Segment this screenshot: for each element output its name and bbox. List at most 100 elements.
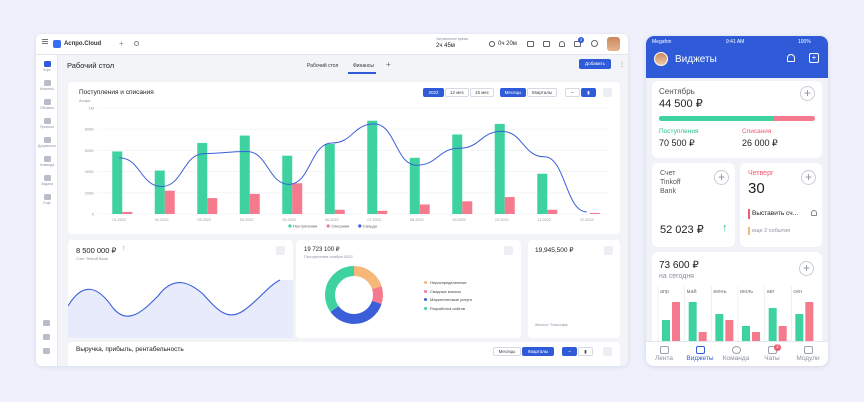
bottom-settings-button[interactable]: [603, 347, 612, 356]
expense-label: Списания: [742, 128, 772, 135]
sidebar-icon: [43, 99, 51, 105]
y-tick-label: 600K: [85, 148, 95, 153]
tab-feed[interactable]: Лента: [646, 346, 682, 362]
status-time: 9:41 AM: [726, 39, 745, 45]
tab-widgets-label: Виджеты: [686, 355, 714, 362]
user-avatar[interactable]: [654, 52, 668, 66]
account-value: 52 023 ₽: [660, 224, 704, 236]
user-avatar[interactable]: [607, 37, 620, 51]
bottom-period-months[interactable]: Месяцы: [493, 347, 521, 356]
mini-expense-bar: [725, 320, 734, 344]
today-value: 73 600 ₽: [659, 260, 699, 271]
income-label: Поступления: [659, 128, 699, 135]
line-view-button[interactable]: ~: [565, 88, 580, 97]
month-widget: Сентябрь 44 500 ₽ + Поступления 70 500 ₽…: [652, 81, 822, 158]
range-15m[interactable]: 15 мес: [470, 88, 494, 97]
y-tick-label: 0: [92, 212, 95, 217]
sidebar-item[interactable]: Документы: [36, 137, 58, 148]
sidebar-item[interactable]: Ещё: [36, 194, 58, 205]
help-icon[interactable]: [591, 40, 598, 47]
bottom-period-quarters[interactable]: Кварталы: [522, 347, 554, 356]
tab-widgets[interactable]: Виджеты: [682, 346, 718, 362]
event-title[interactable]: Выставить сч...: [752, 210, 799, 217]
x-tick-label: 12.2022: [580, 218, 594, 222]
y-tick-label: 400K: [85, 169, 95, 174]
modules-icon: [803, 346, 813, 354]
expense-bar: [292, 183, 303, 214]
sidebar-item[interactable]: Команда: [36, 156, 58, 167]
bell-icon[interactable]: [559, 41, 565, 47]
expense-bar: [249, 193, 260, 214]
add-tab-button[interactable]: +: [386, 60, 391, 69]
timer-value[interactable]: 2ч 45м: [436, 43, 455, 49]
clock-value[interactable]: 0ч 20м: [498, 41, 517, 47]
donut-legend-item: Разработка сайтов: [424, 306, 472, 311]
mini-income-bar: [795, 314, 804, 344]
sidebar: Агро Клиенты Облачко Проекты Документы Команд…: [36, 55, 58, 366]
carrier: Megafon: [652, 39, 672, 45]
mini-income-bar: [688, 302, 697, 344]
tab-chats-label: Чаты: [764, 355, 780, 362]
sidebar-item[interactable]: Проекты: [36, 118, 58, 129]
add-button[interactable]: Добавить: [579, 59, 611, 69]
today-add-button[interactable]: +: [799, 261, 814, 276]
widget-menu-button[interactable]: [604, 246, 613, 255]
bar-chart: 1M 800K 600K 400K 200K 0 01.2022 02.2022 03.2022…: [85, 106, 608, 229]
range-2022[interactable]: 2022: [423, 88, 444, 97]
more-icon[interactable]: ⋮: [619, 62, 625, 68]
search-icon[interactable]: [134, 41, 139, 46]
legend-marker: [358, 224, 362, 228]
more-events[interactable]: еще 2 события: [752, 228, 791, 234]
calendar-add-button[interactable]: +: [801, 170, 816, 185]
expense-bar: [547, 209, 558, 214]
legend-label: Поступления: [293, 224, 317, 229]
donut-legend-item: Нераспределенные: [424, 280, 472, 285]
menu-icon[interactable]: [42, 41, 48, 42]
legend-marker: [288, 224, 292, 228]
bar-view-button[interactable]: ▮: [581, 88, 596, 97]
active-tab-indicator: [348, 72, 376, 74]
ratio-bar: [659, 116, 815, 121]
tab-modules[interactable]: Модули: [790, 346, 826, 362]
bell-icon[interactable]: [787, 54, 795, 62]
add-widget-icon[interactable]: +: [809, 53, 819, 63]
x-tick-label: 06.2022: [325, 218, 339, 222]
desktop-window: Аспро.Cloud + Затраченное время 2ч 45м 0…: [36, 34, 628, 366]
donut-legend-item: Маркетинговые услуги: [424, 297, 472, 302]
period-quarters[interactable]: Кварталы: [527, 88, 557, 97]
chat-icon[interactable]: [543, 41, 550, 47]
sidebar-item[interactable]: Клиенты: [36, 80, 58, 91]
income-bar: [537, 173, 548, 214]
month-label: авг: [767, 289, 775, 295]
sidebar-item[interactable]: Задачи: [36, 175, 58, 186]
app-name: Аспро.Cloud: [64, 41, 102, 47]
sidebar-bottom-icon[interactable]: [43, 320, 50, 326]
tab-modules-label: Модули: [796, 355, 820, 362]
month-label: июнь: [713, 289, 726, 295]
sidebar-bottom-icon[interactable]: [43, 348, 50, 354]
tab-finance[interactable]: Финансы: [353, 63, 374, 69]
bottom-line-view-button[interactable]: ~: [562, 347, 577, 356]
range-12m[interactable]: 12 мес: [445, 88, 469, 97]
donut-chart: [325, 266, 383, 324]
account-add-button[interactable]: +: [714, 170, 729, 185]
tab-team[interactable]: Команда: [718, 346, 754, 362]
sidebar-item[interactable]: Облачко: [36, 99, 58, 110]
bottom-bar-view-button[interactable]: ▮: [578, 347, 593, 356]
inbox-icon[interactable]: [574, 41, 581, 47]
sidebar-item[interactable]: Агро: [36, 61, 58, 72]
widget-menu-button[interactable]: [504, 246, 513, 255]
calendar-icon[interactable]: [527, 41, 534, 47]
sidebar-bottom-icon[interactable]: [43, 334, 50, 340]
tab-chats[interactable]: Чаты: [754, 346, 790, 362]
add-tab-icon[interactable]: +: [119, 39, 124, 48]
widget-menu-button[interactable]: [276, 246, 285, 255]
month-add-button[interactable]: +: [800, 86, 815, 101]
month-label: июль: [740, 289, 753, 295]
tab-desktop[interactable]: Рабочий стол: [307, 63, 339, 69]
mini-income-bar: [742, 326, 750, 344]
settings-button[interactable]: [603, 88, 612, 97]
period-months[interactable]: Месяцы: [500, 88, 526, 97]
today-widget: 73 600 ₽ на сегодня + апр май июнь июль авг с…: [652, 252, 822, 346]
app-logo-icon: [53, 40, 61, 48]
